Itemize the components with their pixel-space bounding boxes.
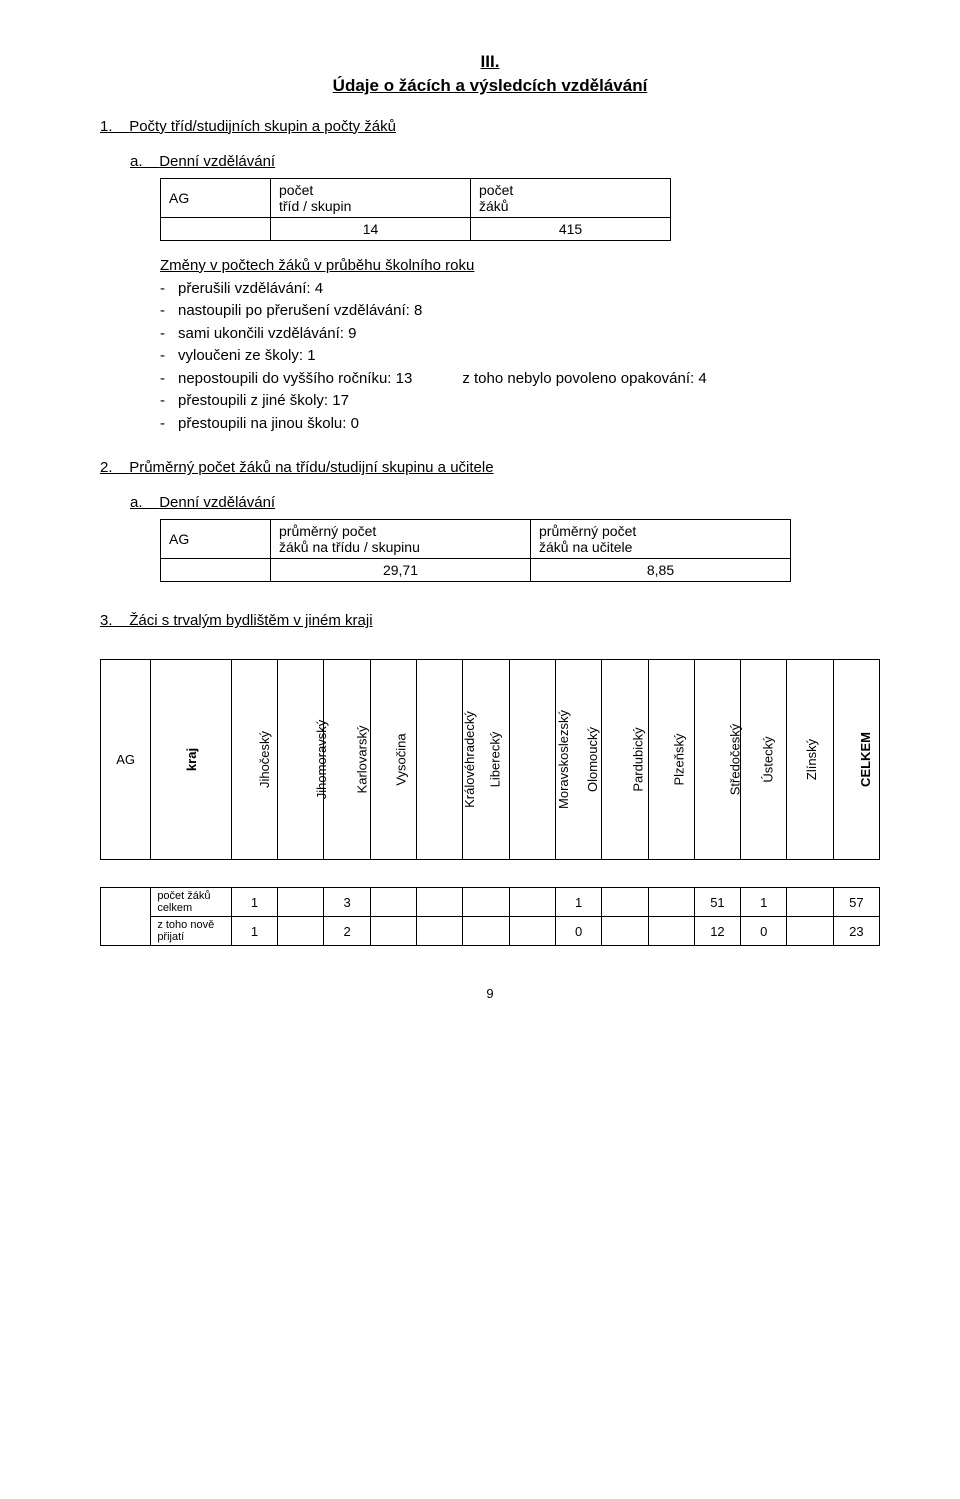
bullet-3: vyloučeni ze školy: 1 [178, 345, 880, 368]
heading-numeral: III. [100, 50, 880, 74]
t3r2c2: 2 [324, 917, 370, 946]
bullet-2: sami ukončili vzdělávání: 9 [178, 323, 880, 346]
t3r2c5 [463, 917, 509, 946]
page-number: 9 [100, 986, 880, 1001]
t3h-3: Jihomoravský [314, 720, 329, 799]
t3r1c7: 1 [555, 888, 601, 917]
section-heading: III. Údaje o žácích a výsledcích vzděláv… [100, 50, 880, 98]
t3r2c4 [417, 917, 463, 946]
t3r1c10: 51 [694, 888, 740, 917]
tbl2-val-ucitele: 8,85 [531, 559, 791, 582]
sec1-sub-a: a. Denní vzdělávání [130, 153, 880, 170]
tbl1-head-tridy: počet tříd / skupin [271, 178, 471, 217]
t3r1c8 [602, 888, 648, 917]
t3r2c12 [787, 917, 833, 946]
t3r2c6 [509, 917, 555, 946]
t3r1c11: 1 [741, 888, 787, 917]
t3r1c1 [278, 888, 324, 917]
bullet-1: nastoupili po přerušení vzdělávání: 8 [178, 300, 880, 323]
t3r2c9 [648, 917, 694, 946]
tbl2-val-tridu: 29,71 [271, 559, 531, 582]
tbl2-head-tridu: průměrný počet žáků na třídu / skupinu [271, 520, 531, 559]
sec3-table: AG kraj Jihočeský Jihomoravský Karlovars… [100, 659, 880, 946]
t3h-8: Moravskoslezský [556, 710, 571, 809]
t3r2c1 [278, 917, 324, 946]
t3r1c6 [509, 888, 555, 917]
tbl2-head-ucitele: průměrný počet žáků na učitele [531, 520, 791, 559]
sec1-table: AG počet tříd / skupin počet žáků 14 415 [160, 178, 671, 241]
t3h-10: Pardubický [631, 727, 646, 791]
sec3-title: 3. Žáci s trvalým bydlištěm v jiném kraj… [100, 612, 880, 629]
t3r2c13: 23 [833, 917, 879, 946]
t3r2c0: 1 [231, 917, 277, 946]
t3h-2: Jihočeský [257, 731, 272, 788]
bullet-6: přestoupili na jinou školu: 0 [178, 413, 880, 436]
t3r1c12 [787, 888, 833, 917]
t3h-14: Zlínský [804, 739, 819, 780]
tbl1-val-blank [161, 217, 271, 240]
t3r1c0: 1 [231, 888, 277, 917]
t3h-kraj: kraj [184, 748, 199, 771]
t3h-4: Karlovarský [355, 726, 370, 794]
t3r2c8 [602, 917, 648, 946]
t3r1c4 [417, 888, 463, 917]
tbl1-head-ag: AG [161, 178, 271, 217]
t3h-15: CELKEM [858, 732, 873, 787]
t3h-13: Ústecký [761, 736, 776, 782]
t3h-11: Plzeňský [671, 734, 686, 786]
t3r1c9 [648, 888, 694, 917]
t3h-7: Liberecký [488, 732, 503, 788]
t3r1c5 [463, 888, 509, 917]
t3-ag-blank [101, 888, 151, 946]
changes-title: Změny v počtech žáků v průběhu školního … [160, 257, 880, 274]
t3-row1-label: počet žáků celkem [151, 888, 232, 917]
sec1-title: 1. Počty tříd/studijních skupin a počty … [100, 118, 880, 135]
t3h-ag: AG [101, 660, 151, 860]
bullet-0: přerušili vzdělávání: 4 [178, 278, 880, 301]
t3h-6: Královéhradecký [462, 711, 477, 808]
t3r1c2: 3 [324, 888, 370, 917]
t3r2c10: 12 [694, 917, 740, 946]
t3h-5: Vysočina [393, 733, 408, 785]
heading-title: Údaje o žácích a výsledcích vzdělávání [100, 74, 880, 98]
t3r2c7: 0 [555, 917, 601, 946]
sec2-table: AG průměrný počet žáků na třídu / skupin… [160, 519, 791, 582]
sec2-sub-a: a. Denní vzdělávání [130, 494, 880, 511]
t3r1c13: 57 [833, 888, 879, 917]
t3r2c11: 0 [741, 917, 787, 946]
tbl2-head-ag: AG [161, 520, 271, 559]
bullet-5: přestoupili z jiné školy: 17 [178, 390, 880, 413]
t3h-9: Olomoucký [585, 727, 600, 792]
tbl2-val-blank [161, 559, 271, 582]
t3r2c3 [370, 917, 416, 946]
t3-row2-label: z toho nově přijatí [151, 917, 232, 946]
tbl1-head-zaku: počet žáků [471, 178, 671, 217]
tbl1-val-tridy: 14 [271, 217, 471, 240]
bullets-list: -přerušili vzdělávání: 4 -nastoupili po … [160, 278, 880, 436]
tbl1-val-zaku: 415 [471, 217, 671, 240]
t3h-12: Středočeský [727, 724, 742, 796]
t3r1c3 [370, 888, 416, 917]
bullet-4: nepostoupili do vyššího ročníku: 13 z to… [178, 368, 880, 391]
sec2-title: 2. Průměrný počet žáků na třídu/studijní… [100, 459, 880, 476]
